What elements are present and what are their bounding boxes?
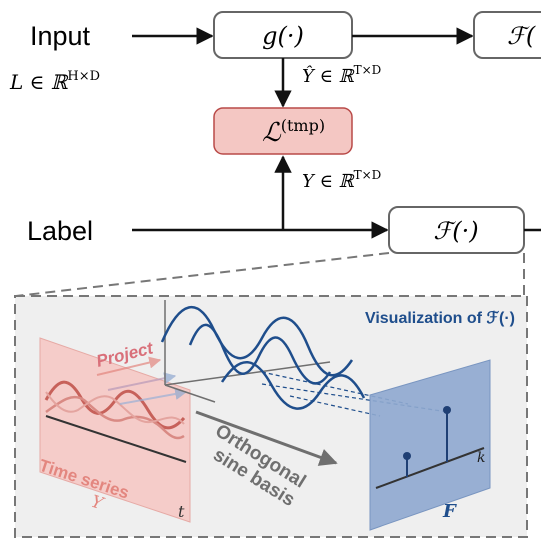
time-series-line-3 <box>45 391 185 425</box>
project-arrow-1 <box>96 356 162 376</box>
sine-basis-wave-2 <box>188 323 332 385</box>
time-series-line-1 <box>44 380 186 430</box>
project-arrow-3 <box>119 388 188 405</box>
spectrum-panel <box>369 359 491 531</box>
spectrum-axis <box>375 447 485 489</box>
f-box-top-label: ℱ( <box>507 22 536 50</box>
basis-direction-arrow <box>195 410 338 466</box>
visualization-title: Visualization of ℱ(·) <box>365 310 515 327</box>
time-series-line-2 <box>45 395 185 440</box>
k-axis-label: k <box>477 450 485 466</box>
y-label: Y ∈ ℝT×D <box>302 168 381 192</box>
projection-dash-1 <box>261 371 409 405</box>
time-series-axis <box>45 415 187 463</box>
project-arrow-2 <box>107 372 177 391</box>
basis-axis-depth <box>164 384 216 403</box>
f-box-top <box>473 11 541 59</box>
loss-box <box>213 107 353 155</box>
t-axis-label: t <box>178 502 185 521</box>
spectrum-symbol: F <box>442 501 457 522</box>
f-box-bottom-label: ℱ(·) <box>433 217 478 245</box>
input-shape-label: L ∈ ℝH×D <box>9 69 100 94</box>
input-label: Input <box>30 21 91 51</box>
spectrum-point-2 <box>443 406 451 414</box>
callout-line-left <box>15 252 390 297</box>
label-label: Label <box>27 216 93 246</box>
sine-basis-wave-3 <box>220 361 366 410</box>
loss-label: ℒ(tmp) <box>262 116 325 148</box>
g-box-label: g(·) <box>262 22 304 50</box>
time-series-panel <box>39 337 191 523</box>
yhat-label: Ŷ ∈ ℝT×D <box>302 63 381 87</box>
sine-basis-wave-1 <box>160 305 354 377</box>
spectrum-point-1 <box>403 452 411 460</box>
projection-dash-3 <box>289 395 381 417</box>
